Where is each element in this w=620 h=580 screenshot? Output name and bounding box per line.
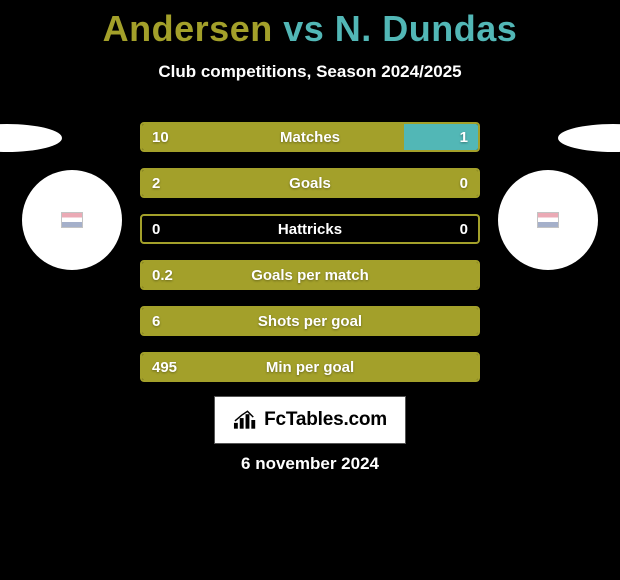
flag-icon: [61, 212, 83, 228]
stat-row: 00Hattricks: [140, 214, 480, 244]
stat-label: Shots per goal: [142, 308, 478, 336]
player1-badge: [22, 170, 122, 270]
comparison-title: Andersen vs N. Dundas: [0, 0, 620, 50]
stat-label: Matches: [142, 124, 478, 152]
footer-date: 6 november 2024: [0, 454, 620, 474]
stat-row: 495Min per goal: [140, 352, 480, 382]
stat-row: 101Matches: [140, 122, 480, 152]
fctables-logo-panel: FcTables.com: [214, 396, 406, 444]
player1-name: Andersen: [103, 8, 273, 49]
vs-label: vs: [283, 8, 324, 49]
player1-ellipse: [0, 124, 62, 152]
player2-ellipse: [558, 124, 620, 152]
stat-row: 6Shots per goal: [140, 306, 480, 336]
stats-container: 101Matches 20Goals 00Hattricks 0.2Goals per…: [140, 122, 480, 398]
flag-icon: [537, 212, 559, 228]
stat-row: 0.2Goals per match: [140, 260, 480, 290]
subtitle: Club competitions, Season 2024/2025: [0, 62, 620, 82]
stat-label: Goals: [142, 170, 478, 198]
stat-label: Min per goal: [142, 354, 478, 382]
player2-badge: [498, 170, 598, 270]
stat-label: Goals per match: [142, 262, 478, 290]
bar-chart-icon: [233, 409, 258, 431]
logo-text: FcTables.com: [264, 409, 387, 431]
stat-label: Hattricks: [142, 216, 478, 244]
player2-name: N. Dundas: [335, 8, 518, 49]
stat-row: 20Goals: [140, 168, 480, 198]
